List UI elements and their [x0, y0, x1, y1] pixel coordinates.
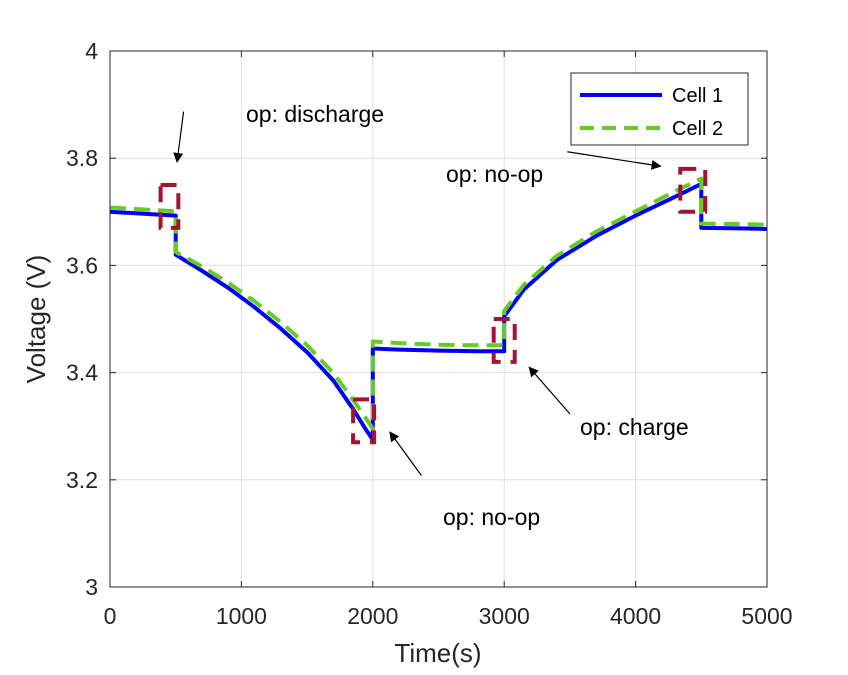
annotation-labels: op: discharge op: no-op op: charge op: no-o… [246, 101, 689, 530]
legend: Cell 1 Cell 2 [570, 72, 749, 146]
annotation-arrow [173, 111, 185, 163]
series-layer [109, 176, 768, 442]
y-tick-label: 4 [85, 38, 98, 64]
annotation-label: op: no-op [446, 161, 543, 187]
legend-label-cell-2: Cell 2 [672, 118, 723, 140]
x-axis-title: Time(s) [394, 638, 481, 668]
annotation-arrow [389, 431, 422, 476]
annotation-label: op: no-op [443, 504, 540, 530]
legend-box [570, 72, 749, 146]
x-tick-label: 0 [104, 603, 117, 629]
series-line-cell-1 [109, 181, 768, 442]
annotation-arrow [567, 151, 662, 170]
series-line-cell-2 [109, 176, 768, 431]
x-tick-label: 5000 [741, 603, 792, 629]
legend-label-cell-1: Cell 1 [672, 85, 723, 107]
x-tick-label: 3000 [479, 603, 530, 629]
y-tick-label: 3.4 [66, 360, 98, 386]
axes-frame [109, 50, 768, 588]
annotation-box [491, 317, 517, 364]
annotation-arrow [528, 366, 571, 415]
y-tick-label: 3 [85, 574, 98, 600]
ticks: 0 1000 2000 3000 4000 5000 3 3.2 3.4 3.6 3.8 4 [66, 38, 793, 629]
annotation-label: op: discharge [246, 101, 384, 127]
y-tick-label: 3.2 [66, 467, 98, 493]
annotation-box [158, 183, 181, 230]
annotation-box [678, 166, 708, 214]
annotation-box [351, 397, 377, 445]
annotation-arrows [173, 111, 662, 476]
x-tick-label: 1000 [216, 603, 267, 629]
y-tick-label: 3.8 [66, 145, 98, 171]
y-tick-label: 3.6 [66, 252, 98, 278]
x-tick-label: 2000 [347, 603, 398, 629]
annotation-label: op: charge [580, 414, 689, 440]
annotation-boxes [158, 166, 708, 445]
y-axis-title: Voltage (V) [21, 255, 51, 384]
x-tick-label: 4000 [610, 603, 661, 629]
